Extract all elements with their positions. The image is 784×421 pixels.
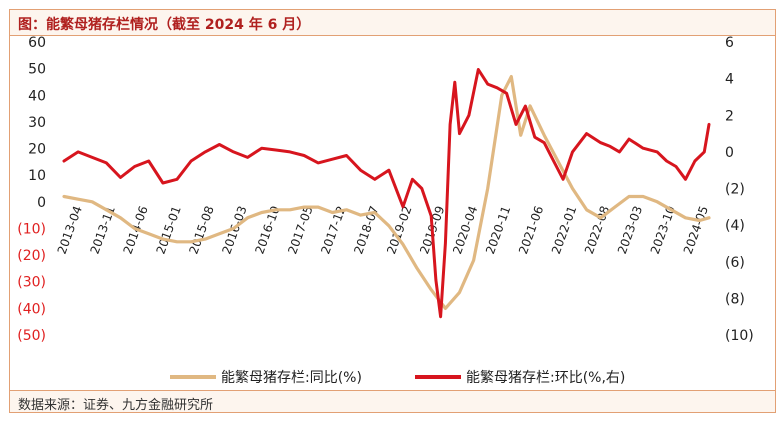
x-tick-label: 2017-05: [285, 204, 315, 256]
x-tick-label: 2015-01: [154, 204, 184, 256]
y-right-tick-label: (10): [725, 328, 754, 344]
y-right-tick-label: (2): [725, 182, 745, 198]
y-left-tick-label: (10): [17, 221, 46, 237]
x-tick-label: 2019-02: [384, 204, 414, 256]
y-right-tick-label: 0: [725, 145, 734, 161]
x-tick-label: 2013-11: [88, 204, 118, 256]
x-tick-label: 2016-03: [219, 204, 249, 256]
chart-svg: 6050403020100(10)(20)(30)(40)(50)6420(2)…: [17, 35, 754, 386]
x-tick-label: 2021-06: [516, 204, 546, 256]
y-left-tick-label: 30: [28, 115, 46, 131]
y-right-tick-label: (4): [725, 218, 745, 234]
x-tick-label: 2013-04: [55, 204, 85, 256]
legend-label: 能繁母猪存栏:同比(%): [221, 370, 362, 386]
axes-layer: 6050403020100(10)(20)(30)(40)(50)6420(2)…: [17, 35, 754, 344]
y-left-tick-label: 60: [28, 35, 46, 51]
y-left-tick-label: (20): [17, 248, 46, 264]
x-tick-label: 2015-08: [186, 204, 216, 256]
y-right-tick-label: 6: [725, 35, 734, 51]
x-tick-label: 2024-05: [681, 204, 711, 256]
x-tick-label: 2020-11: [483, 204, 513, 256]
y-left-tick-label: 10: [28, 168, 46, 184]
chart-frame: 图：能繁母猪存栏情况（截至 2024 年 6 月） 60 50 40 30 20 10 0(…: [9, 9, 776, 413]
y-right-tick-label: (6): [725, 255, 745, 271]
chart-title: 图：能繁母猪存栏情况（截至 2024 年 6 月）: [18, 17, 311, 33]
series-layer: [62, 68, 711, 319]
y-right-tick-label: 2: [725, 108, 734, 124]
y-left-tick-label: 20: [28, 142, 46, 158]
legend-label: 能繁母猪存栏:环比(%,右): [466, 370, 625, 386]
legend: 能繁母猪存栏:同比(%) 能繁母猪存栏:环比(%,右): [170, 370, 625, 386]
y-left-tick-label: (40): [17, 301, 46, 317]
source-text: 数据来源：证券、九方金融研究所: [18, 398, 214, 413]
y-left-tick-label: (30): [17, 275, 46, 291]
series-line-yoy: [62, 74, 711, 310]
series-line-mom: [62, 68, 711, 319]
y-left-tick-label: 0: [37, 195, 46, 211]
y-right-tick-label: 4: [725, 72, 734, 88]
y-left-tick-label: (50): [17, 328, 46, 344]
x-tick-label: 2022-01: [549, 204, 579, 256]
y-left-tick-label: 50: [28, 62, 46, 78]
y-right-tick-label: (8): [725, 291, 745, 307]
x-tick-label: 2023-03: [615, 204, 645, 256]
source-bar: 数据来源：证券、九方金融研究所: [10, 390, 775, 413]
title-bar: 图：能繁母猪存栏情况（截至 2024 年 6 月）: [10, 10, 775, 36]
y-left-tick-label: 40: [28, 88, 46, 104]
